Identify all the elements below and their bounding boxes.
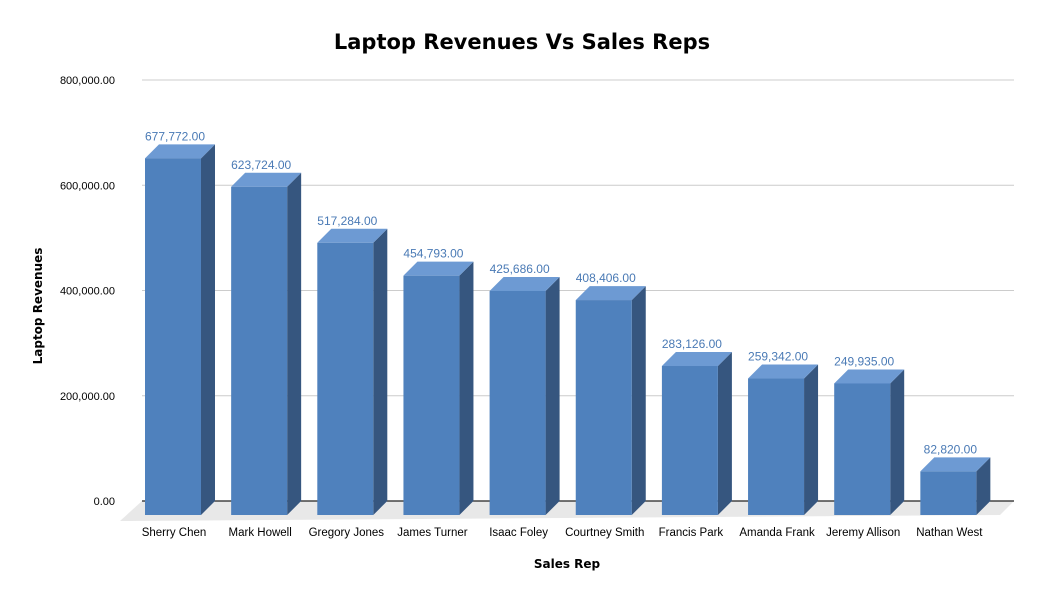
data-label: 249,935.00	[834, 354, 894, 368]
bar-side	[717, 352, 732, 515]
bar-top	[661, 352, 732, 367]
bar	[403, 261, 474, 515]
data-label: 82,820.00	[924, 442, 978, 456]
data-label: 283,126.00	[662, 337, 722, 351]
bar-top	[920, 457, 991, 472]
bar-side	[976, 457, 991, 515]
x-axis-title: Sales Rep	[534, 557, 601, 571]
bar-side	[545, 276, 560, 515]
x-tick-label: Isaac Foley	[489, 527, 548, 539]
data-label: 517,284.00	[317, 214, 377, 228]
data-label: 677,772.00	[145, 129, 205, 143]
x-tick-label: Courtney Smith	[565, 527, 644, 539]
bar-top	[231, 172, 302, 187]
data-labels: 677,772.00 623,724.00 517,284.00 454,793.00…	[145, 129, 977, 456]
bar-top	[403, 261, 474, 276]
bar-front	[231, 186, 288, 515]
bar	[575, 286, 646, 515]
bar	[489, 276, 560, 515]
bar	[317, 228, 388, 515]
bar-front	[489, 290, 546, 515]
y-axis-title: Laptop Revenues	[31, 248, 45, 365]
bar	[834, 369, 905, 515]
x-tick-label: Nathan West	[916, 527, 983, 539]
bar	[920, 457, 991, 515]
bar-top	[317, 228, 388, 243]
data-label: 454,793.00	[403, 247, 463, 261]
y-axis-ticks: 0.00 200,000.00 400,000.00 600,000.00 800,00…	[60, 75, 115, 508]
x-tick-label: Gregory Jones	[309, 527, 385, 539]
bar-side	[201, 144, 215, 515]
y-tick-label: 800,000.00	[60, 75, 115, 87]
bar-top	[748, 364, 819, 379]
bar-side	[890, 369, 905, 515]
x-tick-label: Amanda Frank	[739, 527, 815, 539]
bar-side	[804, 364, 819, 515]
x-tick-label: Francis Park	[659, 527, 724, 539]
data-label: 425,686.00	[490, 262, 550, 276]
bar-front	[748, 378, 805, 515]
bar	[145, 144, 215, 515]
bar	[231, 172, 302, 515]
bar-side	[631, 286, 646, 515]
bar	[661, 352, 732, 515]
bar-front	[575, 300, 632, 515]
bar-top	[834, 369, 905, 384]
bar-side	[459, 261, 474, 515]
x-tick-label: Sherry Chen	[142, 527, 207, 539]
bar-front	[920, 471, 977, 515]
bar-top	[489, 276, 560, 291]
y-tick-label: 0.00	[94, 496, 115, 508]
bar-side	[373, 228, 388, 515]
y-tick-label: 600,000.00	[60, 180, 115, 192]
y-tick-label: 200,000.00	[60, 391, 115, 403]
bar-front	[403, 275, 460, 515]
data-label: 259,342.00	[748, 350, 808, 364]
x-tick-label: James Turner	[397, 527, 467, 539]
bar-front	[317, 242, 374, 515]
bar-top	[575, 286, 646, 301]
bars	[145, 144, 991, 515]
x-tick-label: Mark Howell	[229, 527, 292, 539]
y-tick-label: 400,000.00	[60, 286, 115, 298]
bar	[748, 364, 819, 515]
bar-front	[145, 158, 201, 515]
bar-side	[287, 172, 302, 515]
bar-front	[661, 366, 718, 515]
x-tick-label: Jeremy Allison	[826, 527, 900, 539]
chart-title: Laptop Revenues Vs Sales Reps	[334, 30, 710, 54]
bar-top	[145, 144, 215, 159]
data-label: 623,724.00	[231, 158, 291, 172]
bar-front	[834, 383, 891, 515]
x-axis-categories: Sherry Chen Mark Howell Gregory Jones James…	[142, 527, 984, 539]
data-label: 408,406.00	[576, 271, 636, 285]
